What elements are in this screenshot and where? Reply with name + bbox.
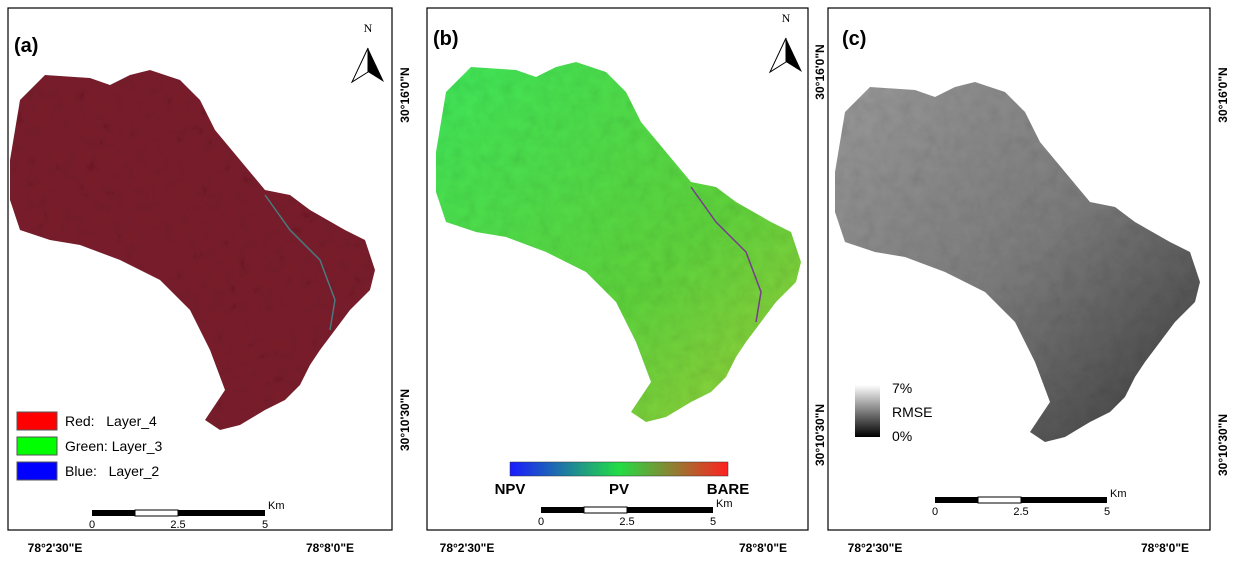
lon-label: 78°8'0"E	[739, 541, 787, 555]
region-rmse	[835, 82, 1200, 442]
legend-swatch	[16, 436, 58, 456]
region-false-color	[10, 70, 375, 430]
colorbar-label: NPV	[495, 481, 526, 498]
north-arrow	[368, 48, 384, 82]
legend-swatch	[16, 461, 58, 481]
panel-label: (b)	[433, 28, 459, 50]
scale-bar: 0 2.5 5 Km	[538, 498, 733, 528]
scale-unit: Km	[268, 500, 285, 512]
colorbar-label: 0%	[892, 428, 912, 444]
lat-label: 30°16'0"N	[1216, 67, 1230, 122]
lat-label: 30°10'30"N	[1216, 414, 1230, 476]
scale-tick: 5	[1104, 506, 1110, 518]
scale-tick: 5	[262, 519, 268, 531]
scale-tick: 2.5	[170, 519, 185, 531]
scale-bar: 0 2.5 5 Km	[89, 500, 285, 531]
legend-text: Red: Layer_4	[65, 413, 157, 429]
lat-label: 30°10'30"N	[398, 389, 412, 451]
colorbar-label: 7%	[892, 380, 912, 396]
frame	[827, 7, 1211, 531]
lon-label: 78°2'30"E	[440, 541, 495, 555]
scale-unit: Km	[716, 498, 733, 510]
colorbar-label: RMSE	[892, 404, 932, 420]
north-arrow	[786, 38, 802, 72]
colorbar	[509, 461, 729, 477]
colorbar-label: PV	[609, 481, 629, 498]
lon-label: 78°2'30"E	[28, 541, 83, 555]
lon-label: 78°2'30"E	[848, 541, 903, 555]
scale-bar: 0 2.5 5 Km	[932, 488, 1127, 518]
scale-tick: 0	[538, 516, 544, 528]
lat-label: 30°10'30"N	[813, 404, 827, 466]
panel-label: (a)	[14, 35, 38, 57]
legend-text: Blue: Layer_2	[65, 463, 159, 479]
lat-label: 30°16'0"N	[398, 67, 412, 122]
river	[264, 194, 336, 331]
scale-tick: 2.5	[1013, 506, 1028, 518]
scale-tick: 0	[932, 506, 938, 518]
scale-tick: 0	[89, 519, 95, 531]
frame	[7, 7, 393, 531]
scale-tick: 5	[710, 516, 716, 528]
river	[690, 186, 762, 323]
legend-swatch	[16, 411, 58, 431]
north-label: N	[782, 11, 791, 25]
lat-label: 30°16'0"N	[813, 44, 827, 99]
panel-b: (b) N NPV PV BARE 0 2.5 5 Km 78°2'30"E 7…	[426, 7, 827, 555]
region-fraction	[436, 62, 801, 422]
lon-label: 78°8'0"E	[1141, 541, 1189, 555]
scale-unit: Km	[1110, 488, 1127, 500]
legend-text: Green: Layer_3	[65, 438, 162, 454]
lon-label: 78°8'0"E	[306, 541, 354, 555]
panel-label: (c)	[842, 28, 866, 50]
colorbar	[855, 385, 880, 437]
north-arrow	[350, 47, 369, 84]
north-label: N	[364, 21, 373, 35]
panel-a: (a) N Red: Layer_4 Green: Layer_3 Blue: …	[7, 7, 412, 555]
frame	[426, 7, 809, 531]
scale-tick: 2.5	[619, 516, 634, 528]
north-arrow	[768, 37, 787, 74]
panel-c: (c) 7% RMSE 0% 0 2.5 5 Km 78°2'30"E 78°8…	[827, 7, 1230, 555]
colorbar-label: BARE	[707, 481, 750, 498]
